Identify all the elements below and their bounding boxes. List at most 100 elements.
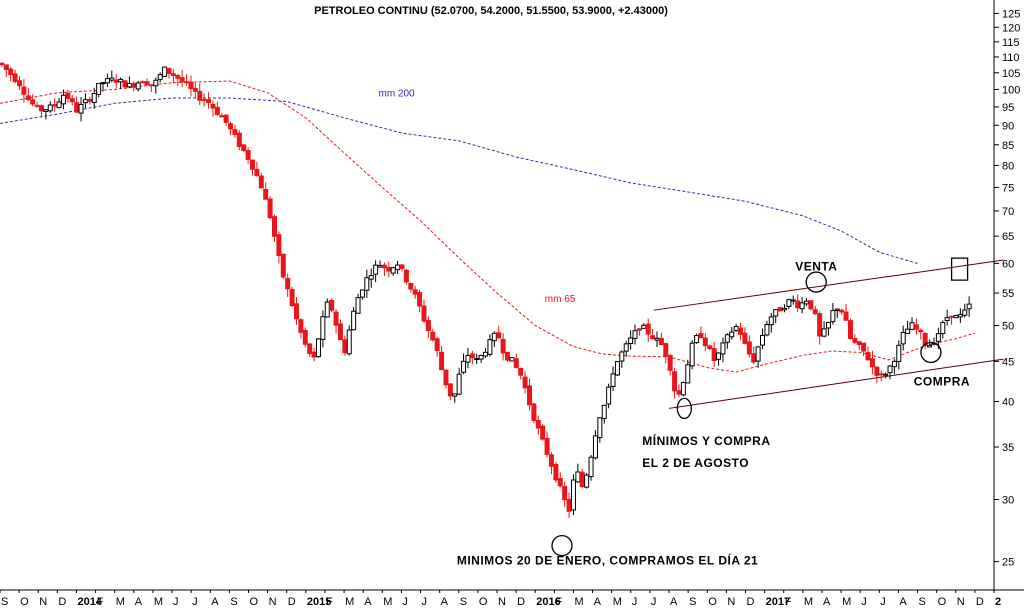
- candle-body: [531, 403, 537, 422]
- y-tick-label: 70: [1002, 206, 1014, 218]
- candle-body: [874, 366, 880, 376]
- candle-body: [96, 82, 102, 95]
- candle-body: [953, 315, 959, 319]
- candle-body: [812, 309, 818, 315]
- candle-body: [359, 289, 365, 298]
- candle-body: [390, 267, 396, 274]
- candle-body: [628, 337, 634, 345]
- candle-body: [522, 376, 528, 389]
- x-tick-label: A: [899, 596, 907, 608]
- candle-body: [232, 129, 238, 135]
- candle-body: [927, 344, 933, 348]
- candle-body: [241, 144, 247, 152]
- candle-body: [78, 103, 84, 114]
- candle-body: [52, 104, 58, 107]
- candle-body: [940, 322, 946, 335]
- x-tick-label: A: [441, 596, 449, 608]
- candle-body: [166, 67, 172, 74]
- candle-body: [293, 303, 299, 320]
- y-tick-label: 100: [1002, 84, 1020, 96]
- x-tick-label: N: [498, 596, 506, 608]
- marker-ellipse: [676, 397, 692, 420]
- x-tick-label: A: [594, 596, 602, 608]
- candle-body: [421, 305, 427, 322]
- x-tick-label: S: [230, 596, 237, 608]
- annotation-label: VENTA: [795, 259, 837, 273]
- y-tick-label: 85: [1002, 140, 1014, 152]
- x-tick-label: O: [938, 596, 947, 608]
- trend-channel: [653, 259, 1004, 409]
- candle-body: [47, 104, 53, 112]
- candle-body: [179, 77, 185, 83]
- candle-body: [949, 315, 955, 318]
- marker-circle: [551, 534, 573, 557]
- x-tick-label: S: [460, 596, 467, 608]
- candle-body: [601, 404, 607, 420]
- candle-body: [702, 337, 708, 347]
- candle-body: [197, 91, 203, 101]
- candle-body: [447, 383, 453, 397]
- candle-body: [60, 94, 66, 105]
- candle-body: [355, 297, 361, 314]
- candle-body: [157, 74, 163, 80]
- candle-body: [496, 332, 502, 339]
- y-tick-label: 125: [1002, 8, 1020, 20]
- candle-body: [364, 277, 370, 291]
- candle-body: [417, 292, 423, 307]
- candle-body: [505, 351, 511, 361]
- x-tick-label: 2016: [536, 596, 560, 608]
- candle-body: [843, 311, 849, 321]
- y-tick-label: 90: [1002, 120, 1014, 132]
- candle-body: [658, 337, 664, 346]
- candle-body: [271, 216, 277, 237]
- candle-body: [258, 175, 264, 189]
- x-tick-label: O: [708, 596, 717, 608]
- candle-body: [254, 168, 260, 177]
- candle-body: [729, 331, 735, 338]
- x-tick-label: A: [670, 596, 678, 608]
- candle-body: [412, 289, 418, 295]
- candle-body: [518, 367, 524, 376]
- x-tick-label: M: [383, 596, 392, 608]
- x-tick-label: M: [154, 596, 163, 608]
- x-tick-label: A: [364, 596, 372, 608]
- candle-body: [606, 386, 612, 405]
- candle-body: [632, 330, 638, 339]
- candle-body: [56, 101, 62, 109]
- x-tick-label: S: [1, 596, 8, 608]
- annotation-label: COMPRA: [914, 375, 970, 389]
- candle-body: [825, 321, 831, 329]
- annotations: mm 200 mm 65 VENTA COMPRA MÍNIMOS Y COMPRA EL…: [378, 88, 970, 567]
- candle-body: [768, 316, 774, 326]
- x-tick-label: 2017: [766, 596, 790, 608]
- candle-body: [716, 352, 722, 360]
- candle-body: [764, 324, 770, 336]
- candle-body: [175, 74, 181, 79]
- candle-body: [781, 307, 787, 311]
- x-tick-label: J: [861, 596, 867, 608]
- candle-body: [82, 99, 88, 104]
- candle-body: [34, 104, 40, 107]
- x-tick-label: F: [326, 596, 333, 608]
- candle-body: [43, 109, 49, 112]
- y-tick-label: 75: [1002, 182, 1014, 194]
- x-tick-label: S: [919, 596, 926, 608]
- candle-body: [430, 331, 436, 341]
- candle-body: [285, 277, 291, 290]
- candle-body: [592, 435, 598, 459]
- candle-body: [553, 463, 559, 481]
- x-tick-label: J: [632, 596, 638, 608]
- x-tick-label: J: [402, 596, 408, 608]
- y-tick-label: 45: [1002, 356, 1014, 368]
- candle-body: [403, 269, 409, 283]
- candle-body: [856, 341, 862, 346]
- candle-body: [16, 80, 22, 87]
- candle-body: [760, 334, 766, 346]
- candle-body: [526, 385, 532, 406]
- candle-body: [311, 351, 317, 358]
- candle-body: [896, 344, 902, 362]
- candle-body: [0, 62, 5, 66]
- x-tick-label: F: [785, 596, 792, 608]
- candle-body: [289, 289, 295, 307]
- y-tick-label: 40: [1002, 397, 1014, 409]
